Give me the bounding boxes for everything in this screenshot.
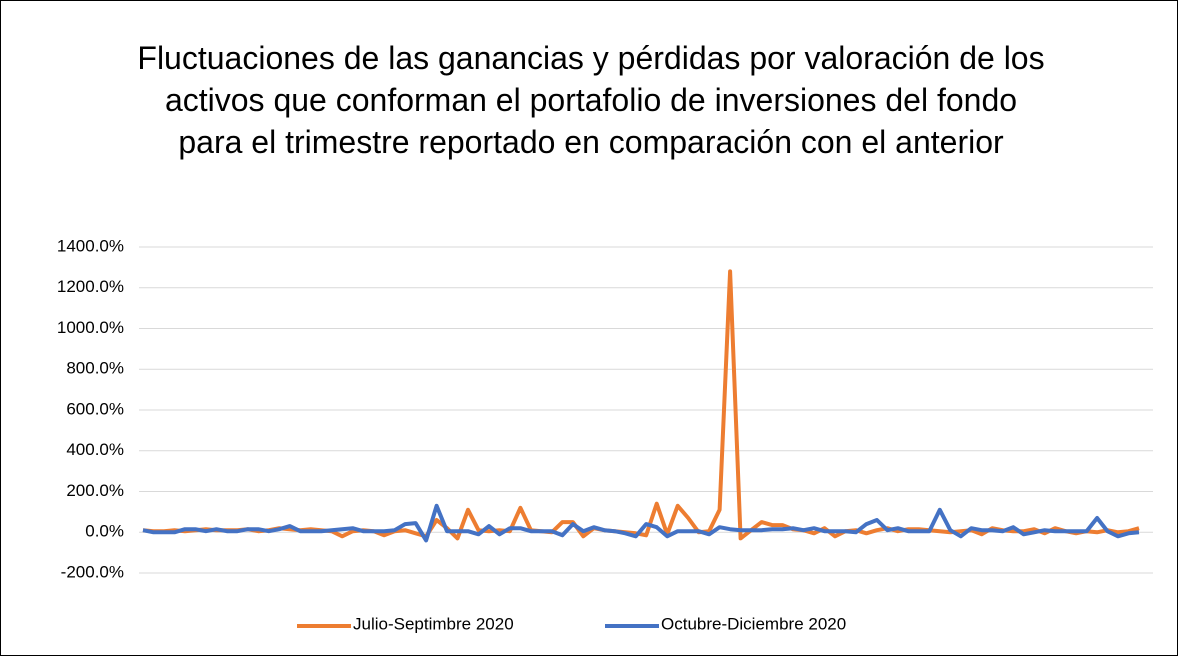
y-tick-label: 1000.0%: [57, 318, 124, 337]
y-tick-label: 400.0%: [66, 440, 124, 459]
y-tick-label: 1200.0%: [57, 277, 124, 296]
chart-title: Fluctuaciones de las ganancias y pérdida…: [137, 40, 1045, 160]
legend-label: Julio-Septimbre 2020: [353, 614, 514, 633]
y-tick-label: 200.0%: [66, 481, 124, 500]
series-line: [142, 503, 1140, 543]
y-tick-label: 600.0%: [66, 399, 124, 418]
y-tick-label: 0.0%: [85, 522, 124, 541]
series-line: [142, 269, 1140, 541]
y-tick-label: -200.0%: [61, 562, 124, 581]
y-tick-label: 1400.0%: [57, 236, 124, 255]
legend-label: Octubre-Diciembre 2020: [661, 614, 846, 633]
y-tick-label: 800.0%: [66, 359, 124, 378]
